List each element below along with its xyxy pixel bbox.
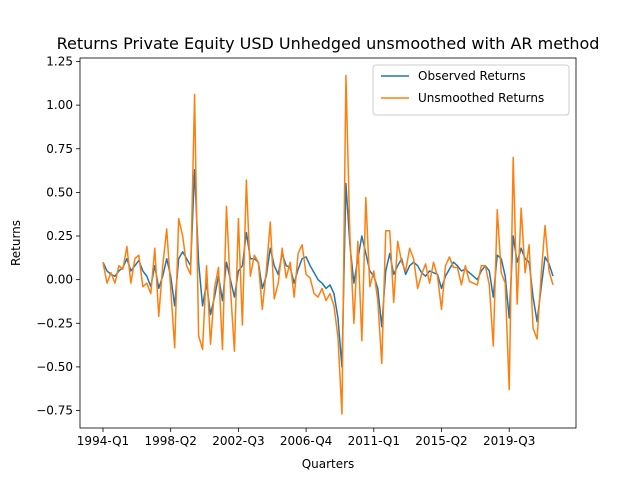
x-axis-label: Quarters xyxy=(302,457,355,471)
x-tick-label: 2015-Q2 xyxy=(415,434,467,448)
y-tick-label: 0.75 xyxy=(46,142,73,156)
series-layer xyxy=(102,74,554,415)
legend: Observed Returns Unsmoothed Returns xyxy=(372,64,570,116)
plot-area xyxy=(79,57,577,429)
legend-label-unsmoothed: Unsmoothed Returns xyxy=(418,91,544,105)
x-tick-label: 2011-Q1 xyxy=(348,434,400,448)
x-axis: 1994-Q1 1998-Q2 2002-Q3 2006-Q4 2011-Q1 2015-… xyxy=(77,428,535,448)
x-tick-label: 2019-Q3 xyxy=(483,434,535,448)
series-line-unsmoothed xyxy=(102,74,554,415)
y-tick-label: 0.25 xyxy=(46,229,73,243)
legend-box xyxy=(372,64,570,116)
plot-frame xyxy=(79,57,577,429)
y-axis-label: Returns xyxy=(9,220,23,266)
y-tick-label: −0.25 xyxy=(36,316,73,330)
y-tick-label: 1.25 xyxy=(46,54,73,68)
chart-title: Returns Private Equity USD Unhedged unsm… xyxy=(57,34,600,53)
y-tick-label: −0.50 xyxy=(36,360,73,374)
y-tick-label: −0.75 xyxy=(36,404,73,418)
y-tick-label: 0.00 xyxy=(46,273,73,287)
x-tick-label: 2002-Q3 xyxy=(212,434,264,448)
y-tick-label: 0.50 xyxy=(46,185,73,199)
y-axis: −0.75 −0.50 −0.25 0.00 0.25 0.50 0.75 1.00 1.25 xyxy=(36,54,80,418)
x-tick-label: 1998-Q2 xyxy=(145,434,197,448)
legend-label-observed: Observed Returns xyxy=(418,69,526,83)
x-tick-label: 2006-Q4 xyxy=(280,434,332,448)
x-tick-label: 1994-Q1 xyxy=(77,434,129,448)
y-tick-label: 1.00 xyxy=(46,98,73,112)
